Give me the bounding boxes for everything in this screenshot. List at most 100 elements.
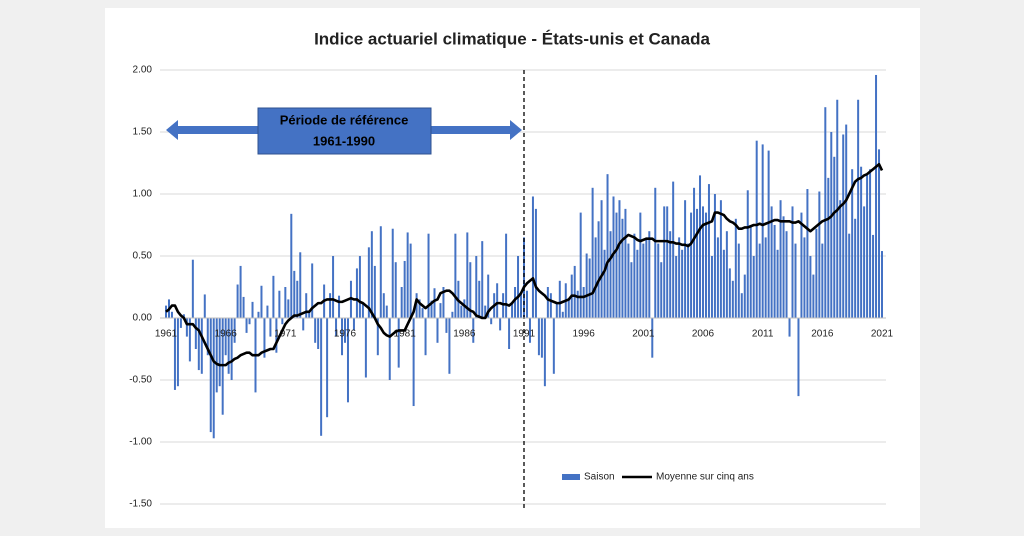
bar [678, 237, 681, 318]
bar [791, 206, 794, 318]
bar [737, 243, 740, 318]
bar [615, 212, 618, 318]
x-tick-label: 1996 [573, 329, 596, 340]
bar [806, 189, 809, 318]
bar [245, 318, 248, 333]
bar [224, 318, 227, 356]
bar [779, 200, 782, 318]
bar [239, 265, 242, 318]
bar [758, 243, 761, 318]
bar [338, 295, 341, 318]
bar [281, 318, 284, 325]
x-tick-label: 2011 [752, 329, 774, 340]
bar [203, 294, 206, 318]
y-tick-label: -1.00 [129, 437, 152, 448]
bar [523, 237, 525, 318]
bar [496, 283, 499, 318]
bar [848, 233, 851, 318]
bar [627, 243, 630, 318]
bar [755, 140, 758, 318]
bar [636, 249, 639, 318]
bar [722, 249, 725, 318]
bar [490, 318, 493, 325]
bar [388, 318, 391, 380]
bar [830, 132, 833, 318]
bar [293, 270, 296, 318]
bar [681, 249, 684, 318]
bar [749, 225, 752, 318]
bar [573, 265, 576, 318]
bar [341, 318, 344, 356]
x-tick-label: 2001 [632, 329, 655, 340]
legend: Saison Moyenne sur cinq ans [562, 472, 754, 483]
bar [534, 208, 537, 318]
bar [257, 311, 260, 318]
bar [549, 293, 552, 318]
legend-label: Moyenne sur cinq ans [656, 472, 754, 483]
bar [767, 150, 770, 318]
bar [188, 318, 191, 362]
bar [707, 184, 710, 318]
bar [531, 196, 534, 318]
bar [215, 318, 218, 393]
bar [833, 156, 836, 318]
bar [415, 293, 418, 318]
bar [618, 200, 621, 318]
reference-box [257, 107, 432, 155]
bar [433, 288, 436, 318]
bar [406, 232, 409, 318]
bar [212, 318, 215, 439]
bar [185, 318, 188, 337]
bar [206, 318, 209, 356]
bar [358, 256, 361, 318]
reference-arrow: Période de référence 1961-1990 [166, 107, 522, 155]
reference-period: 1961-1990 [313, 133, 375, 148]
bar [242, 296, 245, 318]
bar [290, 213, 293, 318]
bar [794, 243, 797, 318]
bar [558, 280, 561, 318]
bar [812, 274, 815, 318]
y-tick-label: 1.00 [133, 189, 153, 200]
bar [173, 318, 176, 390]
bar [176, 318, 179, 387]
bar [445, 318, 448, 333]
bar [606, 174, 609, 318]
bar [785, 231, 788, 318]
bar [412, 318, 415, 407]
bar [424, 318, 427, 356]
bar [326, 318, 329, 418]
bar [218, 318, 221, 387]
bar [648, 231, 651, 318]
bar [633, 233, 636, 318]
bar [552, 318, 555, 374]
bar [540, 318, 543, 358]
bar [612, 196, 615, 318]
bar [561, 311, 564, 318]
bar [346, 318, 349, 403]
bar [308, 311, 311, 318]
bar [376, 318, 379, 356]
bar [684, 200, 687, 318]
bar [543, 318, 546, 387]
bar [537, 318, 540, 356]
bar [355, 268, 358, 318]
bar [594, 237, 597, 318]
bar [511, 303, 514, 318]
bar [603, 249, 606, 318]
bar [815, 228, 818, 318]
bar [731, 280, 734, 318]
x-tick-label: 1976 [334, 329, 357, 340]
bar [845, 124, 848, 318]
bar [675, 256, 678, 318]
bar [317, 318, 320, 349]
bar [773, 225, 776, 318]
bar [821, 243, 824, 318]
bar [442, 287, 445, 318]
bar [451, 311, 454, 318]
x-tick-label: 1991 [513, 329, 536, 340]
bar [230, 318, 233, 380]
bar [875, 74, 878, 319]
x-tick-label: 2006 [692, 329, 715, 340]
x-tick-label: 2016 [811, 329, 834, 340]
